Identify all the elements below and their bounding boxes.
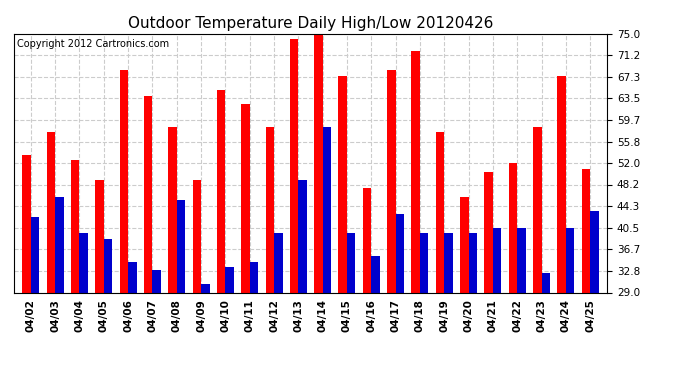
Bar bbox=[363, 188, 371, 375]
Bar bbox=[411, 51, 420, 375]
Bar bbox=[493, 228, 502, 375]
Bar bbox=[119, 70, 128, 375]
Bar bbox=[469, 233, 477, 375]
Bar bbox=[177, 200, 185, 375]
Bar bbox=[290, 39, 298, 375]
Bar bbox=[95, 180, 104, 375]
Bar bbox=[104, 239, 112, 375]
Bar bbox=[420, 233, 428, 375]
Bar bbox=[128, 262, 137, 375]
Bar bbox=[226, 267, 234, 375]
Bar bbox=[22, 154, 31, 375]
Bar bbox=[339, 76, 347, 375]
Bar bbox=[201, 284, 210, 375]
Bar bbox=[590, 211, 599, 375]
Bar bbox=[79, 233, 88, 375]
Bar bbox=[558, 76, 566, 375]
Bar bbox=[371, 256, 380, 375]
Bar bbox=[298, 180, 307, 375]
Bar bbox=[444, 233, 453, 375]
Bar bbox=[274, 233, 282, 375]
Bar bbox=[582, 169, 590, 375]
Bar bbox=[250, 262, 258, 375]
Bar bbox=[518, 228, 526, 375]
Bar bbox=[47, 132, 55, 375]
Bar bbox=[395, 214, 404, 375]
Bar bbox=[314, 28, 323, 375]
Bar bbox=[387, 70, 395, 375]
Title: Outdoor Temperature Daily High/Low 20120426: Outdoor Temperature Daily High/Low 20120… bbox=[128, 16, 493, 31]
Bar bbox=[144, 96, 152, 375]
Bar bbox=[566, 228, 574, 375]
Bar bbox=[542, 273, 550, 375]
Bar bbox=[484, 172, 493, 375]
Bar bbox=[436, 132, 444, 375]
Bar bbox=[241, 104, 250, 375]
Bar bbox=[533, 127, 542, 375]
Bar bbox=[460, 197, 469, 375]
Bar bbox=[168, 127, 177, 375]
Bar bbox=[31, 217, 39, 375]
Bar bbox=[193, 180, 201, 375]
Bar bbox=[347, 233, 355, 375]
Bar bbox=[323, 127, 331, 375]
Text: Copyright 2012 Cartronics.com: Copyright 2012 Cartronics.com bbox=[17, 39, 169, 49]
Bar bbox=[71, 160, 79, 375]
Bar bbox=[266, 127, 274, 375]
Bar bbox=[509, 163, 518, 375]
Bar bbox=[217, 90, 226, 375]
Bar bbox=[152, 270, 161, 375]
Bar bbox=[55, 197, 63, 375]
